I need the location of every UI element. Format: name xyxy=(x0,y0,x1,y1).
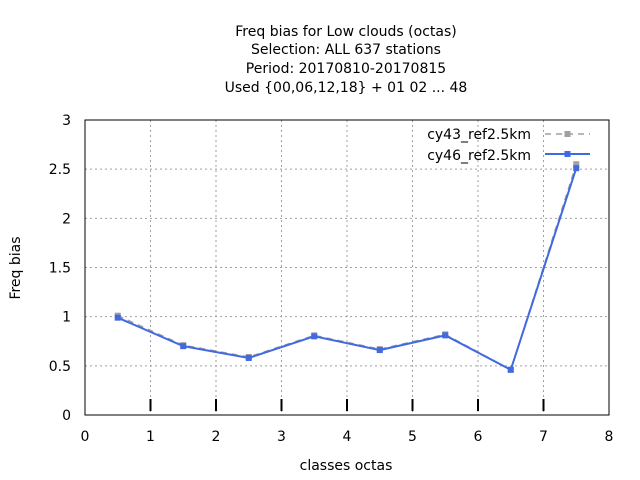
series-line-cy46_ref2.5km xyxy=(117,167,578,372)
chart-title: Freq bias for Low clouds (octas) Selecti… xyxy=(225,24,468,96)
data-point-cy46_ref2.5km xyxy=(442,332,449,339)
legend: cy43_ref2.5km cy46_ref2.5km xyxy=(427,127,590,164)
x-tick-label: 3 xyxy=(277,429,286,445)
plot-frame xyxy=(84,119,610,416)
data-point-cy46_ref2.5km xyxy=(245,354,252,361)
x-tick-label: 5 xyxy=(408,429,417,445)
y-tick-label: 2 xyxy=(62,211,71,227)
y-tick-label: 0.5 xyxy=(49,359,71,375)
x-axis-label: classes octas xyxy=(300,458,393,474)
y-tick-label: 3 xyxy=(62,113,71,129)
x-tick-label: 2 xyxy=(212,429,221,445)
data-point-cy43_ref2.5km xyxy=(573,161,580,168)
title-line-1: Freq bias for Low clouds (octas) xyxy=(235,24,456,40)
data-point-cy46_ref2.5km xyxy=(507,366,514,373)
data-point-cy46_ref2.5km xyxy=(180,343,187,350)
legend-marker-cy46_ref2.5km xyxy=(564,151,571,157)
y-tick-label: 0 xyxy=(62,408,71,424)
y-tick-label: 1.5 xyxy=(49,261,71,277)
x-tick-label: 8 xyxy=(605,429,614,445)
x-tick-label: 6 xyxy=(474,429,483,445)
legend-marker-cy43_ref2.5km xyxy=(564,131,571,137)
grid xyxy=(85,120,609,415)
y-axis-label: Freq bias xyxy=(8,236,24,299)
data-point-cy46_ref2.5km xyxy=(573,165,580,172)
series xyxy=(114,161,580,373)
axis-ticks xyxy=(149,399,545,411)
tick-labels: 0 1 2 3 4 5 6 7 8 0 0.5 1 1.5 2 2.5 3 xyxy=(49,113,614,445)
title-line-3: Period: 20170810-20170815 xyxy=(246,61,446,77)
y-tick-label: 2.5 xyxy=(49,162,71,178)
x-tick-label: 1 xyxy=(146,429,155,445)
x-tick-label: 0 xyxy=(81,429,90,445)
x-tick-label: 4 xyxy=(343,429,352,445)
y-tick-label: 1 xyxy=(62,310,71,326)
data-point-cy46_ref2.5km xyxy=(114,314,121,321)
data-point-cy46_ref2.5km xyxy=(311,333,318,340)
x-tick-label: 7 xyxy=(539,429,548,445)
title-line-4: Used {00,06,12,18} + 01 02 ... 48 xyxy=(225,80,468,96)
legend-label-cy46: cy46_ref2.5km xyxy=(427,148,531,164)
data-point-cy46_ref2.5km xyxy=(376,347,383,354)
title-line-2: Selection: ALL 637 stations xyxy=(251,42,441,58)
legend-label-cy43: cy43_ref2.5km xyxy=(427,127,531,143)
